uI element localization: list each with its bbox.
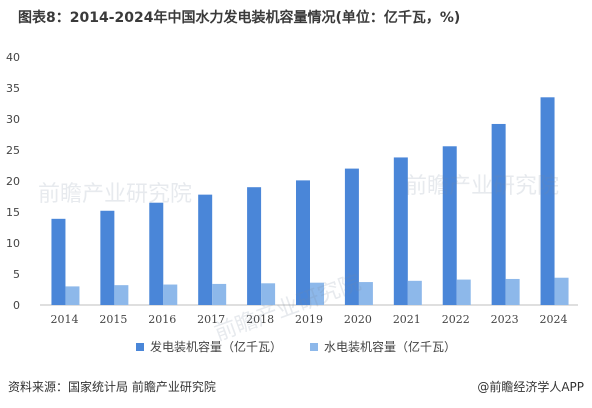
bar-series-2-2015 (114, 285, 129, 305)
bar-series-2-2018 (261, 283, 276, 305)
legend-label-series-2: 水电装机容量（亿千瓦） (324, 340, 457, 354)
bar-series-1-2022 (442, 146, 457, 305)
x-tick-label-2020: 2020 (344, 313, 372, 326)
bar-series-2-2017 (212, 283, 227, 305)
x-tick-label-2016: 2016 (148, 313, 176, 326)
bar-series-1-2014 (51, 218, 66, 305)
bar-series-1-2019 (296, 180, 310, 305)
bar-series-1-2023 (491, 123, 506, 306)
x-tick-label-2022: 2022 (442, 313, 470, 326)
legend-swatch-series-1 (135, 342, 144, 351)
brand-note: @前瞻经济学人APP (477, 380, 584, 394)
y-tick-label-5: 25 (6, 144, 20, 157)
bar-series-2-2023 (505, 278, 520, 305)
x-tick-label-2019: 2019 (295, 313, 323, 326)
bar-series-1-2017 (198, 194, 213, 305)
bar-series-2-2022 (456, 279, 471, 305)
y-tick-label-1: 5 (13, 268, 20, 281)
bar-series-2-2020 (358, 282, 373, 305)
legend: 发电装机容量（亿千瓦） 水电装机容量（亿千瓦） (0, 338, 592, 355)
y-tick-label-7: 35 (6, 82, 20, 95)
bar-series-1-2016 (149, 202, 164, 305)
x-tick-label-2014: 2014 (50, 313, 78, 326)
bar-series-2-2024 (554, 277, 569, 305)
y-tick-label-8: 40 (6, 51, 20, 64)
legend-label-series-1: 发电装机容量（亿千瓦） (149, 340, 282, 354)
legend-item-series-2: 水电装机容量（亿千瓦） (310, 338, 456, 355)
source-note: 资料来源：国家统计局 前瞻产业研究院 (8, 380, 216, 394)
bar-series-1-2021 (393, 157, 408, 305)
bar-series-1-2015 (100, 210, 115, 305)
bar-series-1-2024 (540, 97, 555, 305)
bar-series-1-2020 (344, 168, 359, 305)
y-tick-label-3: 15 (6, 206, 20, 219)
chart-title: 图表8：2014-2024年中国水力发电装机容量情况(单位：亿千瓦，%) (18, 10, 461, 26)
bar-series-1-2018 (247, 187, 262, 305)
x-tick-label-2021: 2021 (393, 313, 421, 326)
x-tick-label-2024: 2024 (540, 313, 568, 326)
bar-series-2-2019 (310, 282, 324, 305)
x-tick-label-2018: 2018 (246, 313, 274, 326)
y-tick-label-6: 30 (6, 113, 20, 126)
legend-swatch-series-2 (310, 342, 318, 351)
y-tick-label-0: 0 (13, 299, 20, 312)
x-tick-label-2017: 2017 (197, 313, 225, 326)
y-tick-label-4: 20 (6, 175, 20, 188)
x-tick-label-2023: 2023 (491, 313, 519, 326)
bar-series-2-2021 (407, 280, 422, 305)
bar-series-2-2016 (163, 284, 178, 305)
x-tick-label-2015: 2015 (99, 313, 127, 326)
y-tick-label-2: 10 (6, 237, 20, 250)
bar-series-2-2014 (65, 286, 80, 305)
legend-item-series-1: 发电装机容量（亿千瓦） (135, 338, 282, 355)
